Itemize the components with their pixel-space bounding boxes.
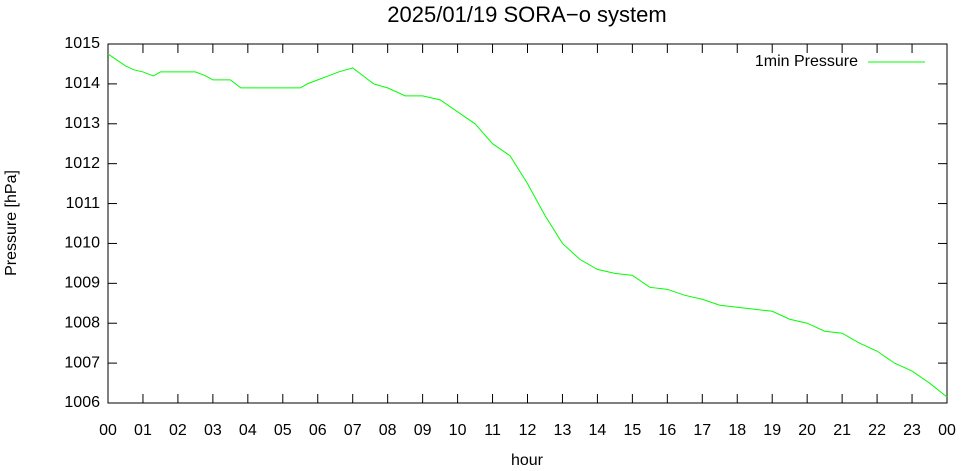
x-tick-label: 12 <box>519 422 537 439</box>
x-tick-label: 02 <box>169 422 187 439</box>
y-tick-label: 1006 <box>64 394 100 411</box>
chart-title: 2025/01/19 SORA−o system <box>387 2 666 27</box>
y-tick-label: 1011 <box>66 195 101 212</box>
x-tick-label: 14 <box>589 422 607 439</box>
x-tick-label: 00 <box>99 422 117 439</box>
x-tick-label: 18 <box>728 422 746 439</box>
x-tick-label: 10 <box>449 422 467 439</box>
y-tick-label: 1013 <box>64 115 100 132</box>
x-tick-label: 03 <box>204 422 222 439</box>
x-tick-label: 23 <box>903 422 921 439</box>
y-tick-label: 1014 <box>64 75 100 92</box>
x-axis-label: hour <box>511 452 544 469</box>
x-tick-label: 06 <box>309 422 327 439</box>
x-tick-label: 13 <box>554 422 572 439</box>
x-tick-label: 19 <box>763 422 781 439</box>
y-tick-label: 1010 <box>64 235 100 252</box>
x-tick-label: 20 <box>798 422 816 439</box>
y-tick-label: 1008 <box>64 314 100 331</box>
x-tick-label: 21 <box>833 422 851 439</box>
plot-frame <box>107 43 948 404</box>
x-tick-label: 00 <box>938 422 956 439</box>
x-tick-label: 07 <box>344 422 362 439</box>
x-tick-label: 11 <box>484 422 501 439</box>
x-tick-label: 16 <box>658 422 676 439</box>
x-tick-label: 08 <box>379 422 397 439</box>
x-tick-label: 01 <box>134 422 152 439</box>
y-tick-label: 1015 <box>64 35 100 52</box>
y-axis-label: Pressure [hPa] <box>3 170 20 276</box>
x-tick-label: 09 <box>414 422 432 439</box>
y-tick-label: 1007 <box>64 354 100 371</box>
y-tick-label: 1009 <box>64 275 100 292</box>
x-tick-label: 17 <box>693 422 711 439</box>
data-line <box>107 53 948 398</box>
y-tick-label: 1012 <box>64 155 100 172</box>
x-tick-label: 04 <box>239 422 257 439</box>
x-tick-label: 22 <box>868 422 886 439</box>
x-tick-label: 15 <box>623 422 641 439</box>
legend-label: 1min Pressure <box>755 53 858 70</box>
x-tick-label: 05 <box>274 422 292 439</box>
